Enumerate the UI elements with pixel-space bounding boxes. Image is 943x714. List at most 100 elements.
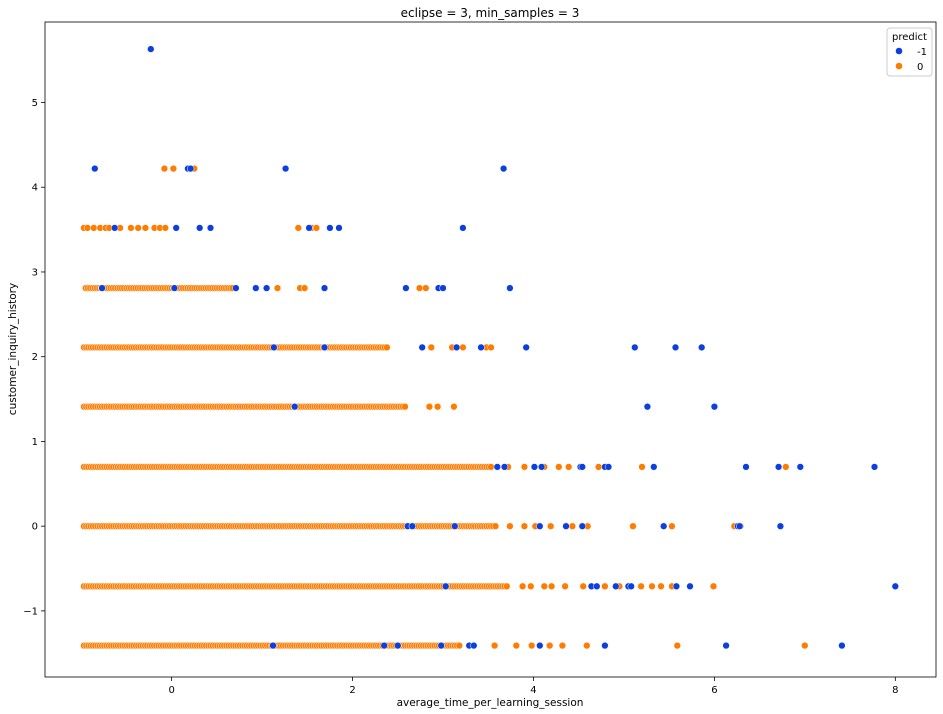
data-point-predict-0: [401, 403, 409, 411]
data-point-predict-0: [300, 284, 309, 292]
data-point-predict-0: [141, 224, 150, 232]
data-point-predict-minus1: [660, 522, 668, 530]
y-tick-label: 0: [32, 522, 38, 533]
data-point-predict-0: [594, 463, 603, 471]
legend-label-0: 0: [917, 62, 923, 73]
data-point-predict-0: [601, 582, 609, 590]
y-tick-label: 2: [32, 352, 38, 363]
data-point-predict-0: [450, 403, 458, 411]
data-point-predict-0: [528, 641, 536, 650]
x-tick-label: 2: [349, 685, 355, 696]
data-point-predict-minus1: [672, 582, 681, 590]
data-point-predict-0: [547, 522, 555, 530]
data-point-predict-0: [629, 522, 637, 530]
data-point-predict-0: [555, 463, 563, 471]
data-point-predict-minus1: [470, 641, 478, 650]
x-tick-label: 0: [168, 685, 174, 696]
data-point-predict-minus1: [320, 343, 329, 352]
data-point-predict-minus1: [451, 522, 459, 530]
data-point-predict-0: [487, 343, 495, 352]
data-point-predict-minus1: [631, 343, 639, 352]
data-point-predict-minus1: [335, 224, 343, 232]
data-point-predict-0: [433, 403, 442, 411]
data-point-predict-minus1: [252, 284, 260, 292]
data-point-predict-0: [383, 343, 391, 352]
data-point-predict-minus1: [870, 463, 879, 471]
data-point-predict-minus1: [612, 582, 620, 590]
data-point-predict-0: [503, 582, 511, 590]
data-point-predict-minus1: [262, 284, 271, 292]
y-tick-label: −1: [23, 606, 38, 617]
legend-title: predict: [892, 32, 927, 43]
legend: predict -1 0: [886, 27, 933, 77]
legend-label-minus1: -1: [917, 47, 927, 58]
data-point-predict-minus1: [394, 641, 402, 650]
data-point-predict-0: [638, 463, 646, 471]
y-tick-label: 5: [32, 98, 38, 109]
data-point-predict-minus1: [671, 343, 680, 352]
data-point-predict-minus1: [742, 463, 750, 471]
data-point-predict-minus1: [437, 641, 445, 650]
data-point-predict-minus1: [270, 343, 278, 352]
plot-frame: [44, 21, 937, 678]
data-point-predict-0: [455, 641, 463, 650]
y-axis-label: customer_inquiry_history: [7, 283, 19, 415]
data-point-predict-0: [312, 224, 321, 232]
data-point-predict-minus1: [206, 224, 215, 232]
y-tick-label: 1: [32, 437, 38, 448]
data-point-predict-0: [294, 224, 302, 232]
data-point-predict-0: [558, 641, 567, 650]
data-point-predict-0: [648, 582, 656, 590]
x-tick-label: 4: [530, 685, 536, 696]
data-point-predict-minus1: [710, 403, 719, 411]
data-point-predict-0: [127, 224, 135, 232]
data-point-predict-minus1: [170, 284, 179, 292]
data-point-predict-minus1: [111, 224, 119, 232]
data-point-predict-minus1: [796, 463, 804, 471]
data-point-predict-minus1: [530, 463, 539, 471]
data-point-predict-minus1: [499, 164, 508, 173]
data-point-predict-0: [90, 224, 98, 232]
data-point-predict-0: [520, 522, 529, 530]
x-tick-label: 8: [892, 685, 898, 696]
data-point-predict-minus1: [305, 224, 313, 232]
x-tick-label: 6: [711, 685, 717, 696]
data-point-predict-minus1: [147, 45, 155, 53]
data-point-predict-0: [83, 224, 92, 232]
points-layer: [80, 45, 899, 650]
data-point-predict-0: [657, 582, 665, 590]
data-point-predict-minus1: [320, 284, 329, 292]
data-point-predict-0: [422, 284, 430, 292]
data-point-predict-minus1: [686, 582, 694, 590]
data-point-predict-minus1: [452, 343, 461, 352]
data-point-predict-0: [161, 224, 169, 232]
legend-marker-0: [895, 62, 903, 70]
data-point-predict-minus1: [326, 224, 334, 232]
data-point-predict-0: [506, 522, 514, 530]
data-point-predict-minus1: [650, 463, 658, 471]
data-point-predict-0: [561, 582, 569, 590]
y-tick-label: 4: [32, 183, 38, 194]
data-point-predict-minus1: [736, 522, 744, 530]
data-point-predict-0: [565, 463, 573, 471]
data-point-predict-minus1: [838, 641, 846, 650]
data-point-predict-0: [415, 284, 424, 292]
data-point-predict-minus1: [380, 641, 388, 650]
data-point-predict-0: [540, 582, 548, 590]
data-point-predict-0: [579, 582, 587, 590]
data-point-predict-minus1: [722, 641, 730, 650]
data-point-predict-minus1: [186, 164, 195, 173]
data-point-predict-minus1: [281, 164, 290, 173]
legend-marker-minus1: [895, 47, 903, 55]
data-point-predict-minus1: [506, 284, 514, 292]
data-point-predict-minus1: [643, 403, 652, 411]
data-point-predict-0: [546, 641, 554, 650]
plot-area: 0 2 4 6 8 −1 0 1 2 3 4 5: [23, 21, 937, 696]
data-point-predict-0: [709, 582, 718, 590]
data-point-predict-minus1: [891, 582, 899, 590]
data-point-predict-minus1: [593, 582, 601, 590]
data-point-predict-minus1: [439, 284, 447, 292]
data-point-predict-minus1: [269, 641, 277, 650]
x-axis-ticks: 0 2 4 6 8: [168, 677, 898, 696]
